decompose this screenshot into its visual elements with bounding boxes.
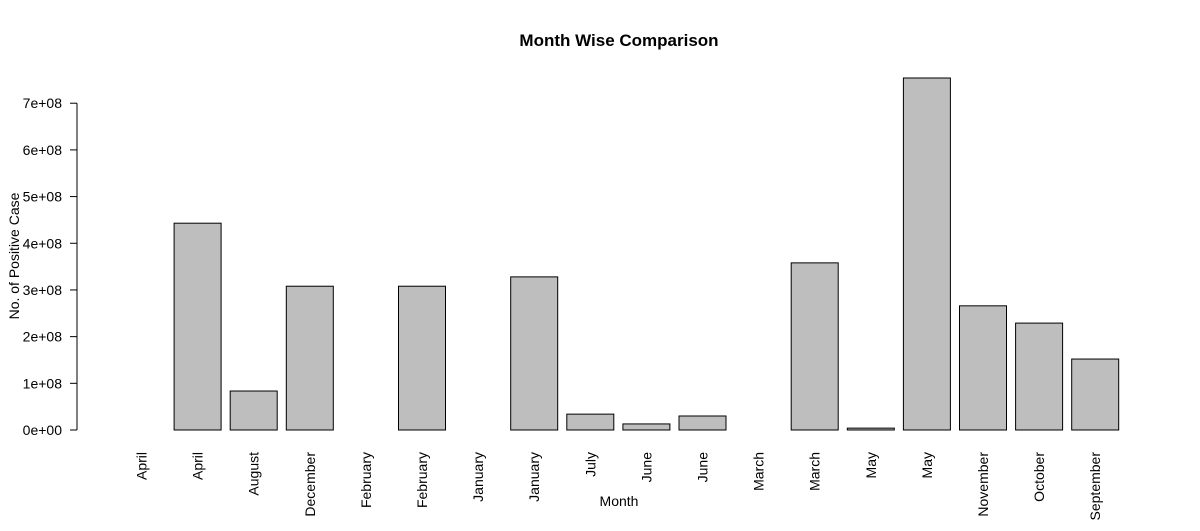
x-tick-label: March — [751, 452, 767, 491]
x-tick-label: June — [638, 452, 654, 483]
x-tick-label: February — [414, 452, 430, 508]
x-tick-label: May — [919, 452, 935, 478]
bar — [1015, 322, 1064, 431]
x-tick-label: October — [1031, 452, 1047, 502]
x-tick-label: March — [807, 452, 823, 491]
bar — [1071, 358, 1120, 431]
bar — [622, 423, 671, 431]
x-tick-label: July — [582, 452, 598, 477]
bar — [398, 285, 446, 431]
y-tick-label: 2e+08 — [23, 329, 63, 345]
x-tick-label: January — [526, 452, 542, 502]
y-tick-label: 6e+08 — [23, 142, 63, 158]
y-tick-label: 5e+08 — [23, 189, 63, 205]
y-axis-label: No. of Positive Case — [6, 192, 22, 319]
x-tick-label: February — [358, 452, 374, 508]
bar — [902, 77, 951, 431]
y-tick-label: 4e+08 — [23, 235, 63, 251]
bar — [959, 305, 1007, 431]
bar — [173, 222, 222, 431]
x-tick-label: May — [863, 452, 879, 478]
x-tick-label: April — [190, 452, 206, 480]
x-tick-label: April — [134, 452, 150, 480]
x-tick-label: December — [302, 452, 318, 517]
bar — [510, 276, 559, 431]
bar — [285, 285, 334, 431]
y-tick-label: 3e+08 — [23, 282, 63, 298]
bar — [790, 262, 839, 431]
x-axis-label: Month — [600, 493, 639, 509]
y-tick-label: 0e+00 — [23, 422, 63, 438]
x-tick-label: June — [695, 452, 711, 483]
bar — [678, 415, 727, 431]
bar — [229, 390, 278, 431]
x-tick-label: August — [246, 452, 262, 496]
bar — [566, 413, 615, 431]
y-tick-label: 7e+08 — [23, 95, 63, 111]
bar — [846, 427, 895, 431]
chart-title: Month Wise Comparison — [519, 31, 718, 50]
x-tick-label: September — [1087, 452, 1103, 521]
x-tick-label: January — [470, 452, 486, 502]
y-tick-label: 1e+08 — [23, 375, 63, 391]
x-tick-label: November — [975, 452, 991, 517]
